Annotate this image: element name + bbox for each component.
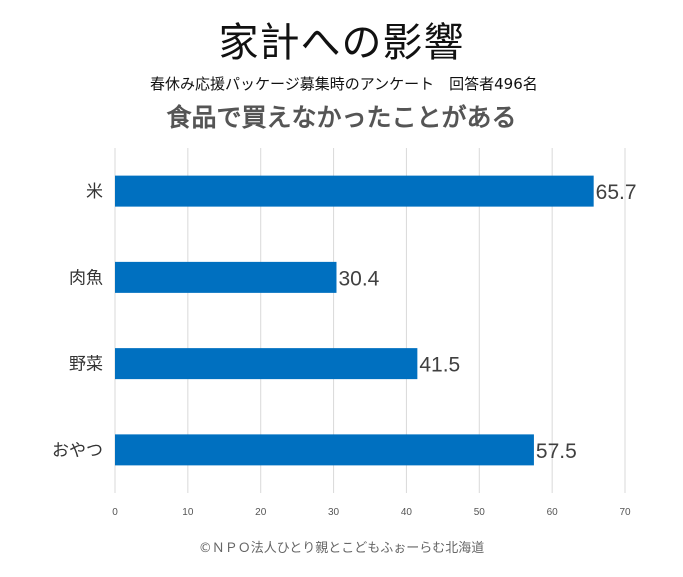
chart-subtitle: 春休み応援パッケージ募集時のアンケート 回答者496名	[150, 75, 538, 93]
x-tick-label: 40	[401, 507, 413, 518]
data-label: 57.5	[536, 440, 577, 463]
chart-title: 家計への影響	[218, 20, 465, 66]
x-tick-label: 60	[547, 507, 559, 518]
x-tick-label: 10	[182, 507, 194, 518]
bar	[115, 434, 534, 466]
data-label: 65.7	[596, 181, 637, 204]
x-tick-label: 0	[112, 507, 118, 518]
x-tick-label: 20	[255, 507, 267, 518]
x-tick-label: 50	[474, 507, 486, 518]
x-tick-label: 30	[328, 507, 340, 518]
copyright-credit: ©ＮＰＯ法人ひとり親とこどもふぉーらむ北海道	[198, 541, 485, 556]
category-label: 肉魚	[69, 268, 103, 288]
data-label: 30.4	[338, 267, 379, 290]
bar	[115, 348, 418, 380]
x-tick-label: 70	[619, 507, 631, 518]
bar	[115, 175, 594, 207]
chart-heading: 食品で買えなかったことがある	[166, 103, 517, 132]
bar	[115, 261, 337, 293]
category-label: 野菜	[69, 355, 103, 375]
category-label: おやつ	[52, 441, 103, 461]
category-label: 米	[86, 182, 103, 202]
data-label: 41.5	[419, 354, 460, 377]
